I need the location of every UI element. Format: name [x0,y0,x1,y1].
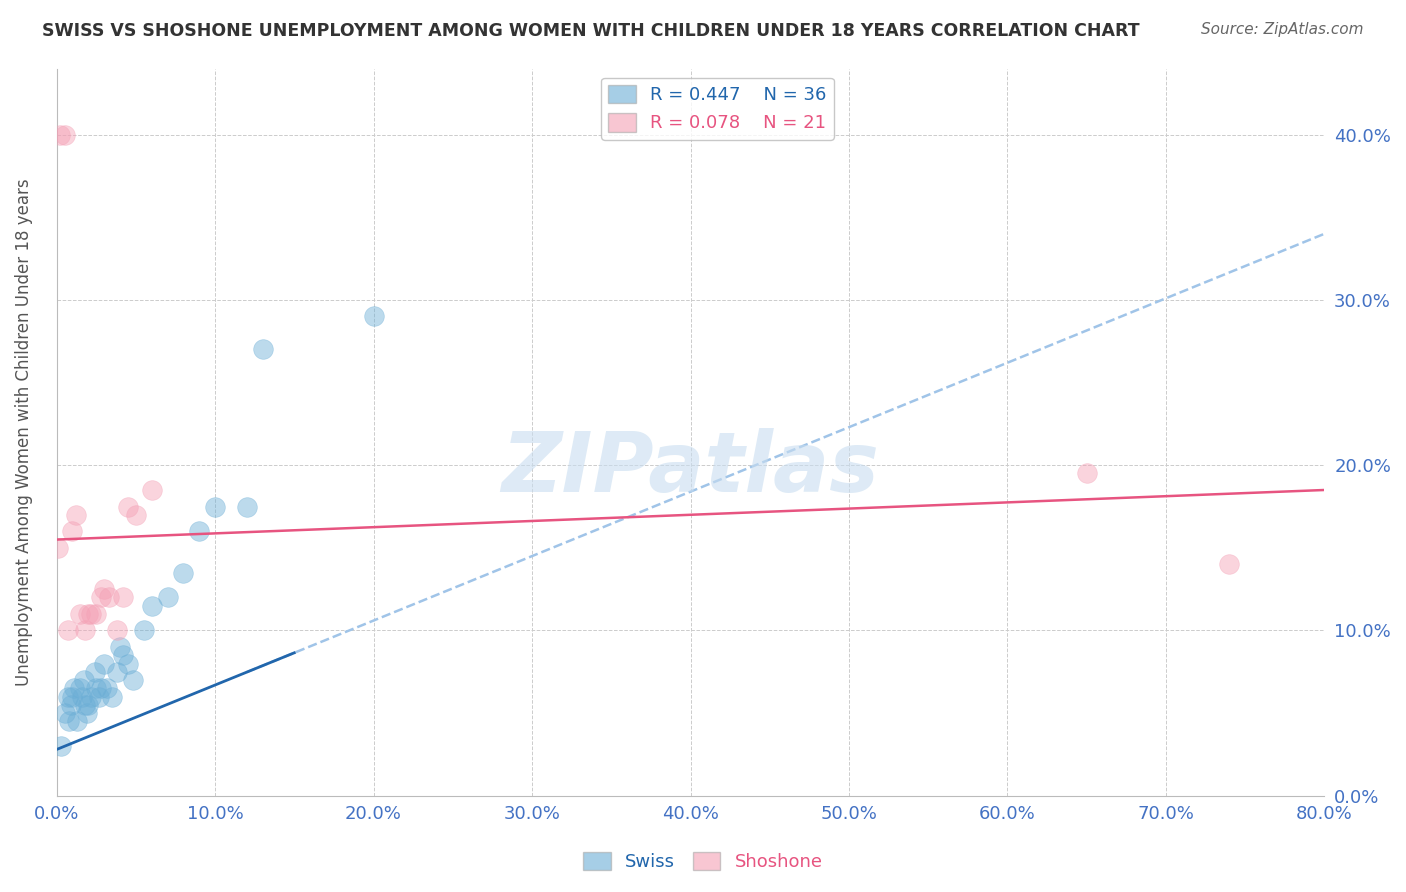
Point [66,714,89,729]
Point [83,665,105,679]
Point [89,690,111,704]
Point [101,690,124,704]
Point [46,541,69,555]
Point [62,690,84,704]
Point [252,343,274,357]
Point [70,690,93,704]
Point [125,508,148,522]
Point [117,657,139,671]
Point [117,500,139,514]
Point [90,681,112,696]
Text: ZIPatlas: ZIPatlas [502,428,879,509]
Point [59,698,82,712]
Point [97,591,120,605]
Point [76,706,98,720]
Point [69,681,91,696]
Point [53,128,76,142]
Point [84,607,107,621]
Point [1076,467,1098,481]
Point [105,624,128,638]
Point [63,681,86,696]
Point [156,591,179,605]
Point [188,524,211,539]
Point [56,624,79,638]
Point [72,673,94,687]
Point [363,310,385,324]
Point [75,698,97,712]
Point [51,739,73,754]
Point [93,657,115,671]
Point [204,500,226,514]
Point [108,640,131,654]
Point [141,599,163,613]
Point [53,706,76,720]
Point [58,714,80,729]
Text: SWISS VS SHOSHONE UNEMPLOYMENT AMONG WOMEN WITH CHILDREN UNDER 18 YEARS CORRELAT: SWISS VS SHOSHONE UNEMPLOYMENT AMONG WOM… [42,22,1140,40]
Point [65,508,87,522]
Point [62,524,84,539]
Legend: R = 0.447    N = 36, R = 0.078    N = 21: R = 0.447 N = 36, R = 0.078 N = 21 [602,78,834,140]
Point [112,648,135,663]
Point [121,673,143,687]
Point [84,681,107,696]
Text: Source: ZipAtlas.com: Source: ZipAtlas.com [1201,22,1364,37]
Point [141,483,163,497]
Point [90,591,112,605]
Point [75,624,97,638]
Point [93,582,115,596]
Legend: Swiss, Shoshone: Swiss, Shoshone [576,845,830,879]
Point [132,624,155,638]
Point [96,681,118,696]
Point [56,690,79,704]
Point [1218,558,1240,572]
Point [80,607,103,621]
Point [105,665,128,679]
Point [172,566,194,580]
Point [69,607,91,621]
Point [236,500,259,514]
Point [77,698,100,712]
Point [112,591,135,605]
Point [49,128,72,142]
Point [80,690,103,704]
Y-axis label: Unemployment Among Women with Children Under 18 years: Unemployment Among Women with Children U… [15,178,32,686]
Point [77,607,100,621]
